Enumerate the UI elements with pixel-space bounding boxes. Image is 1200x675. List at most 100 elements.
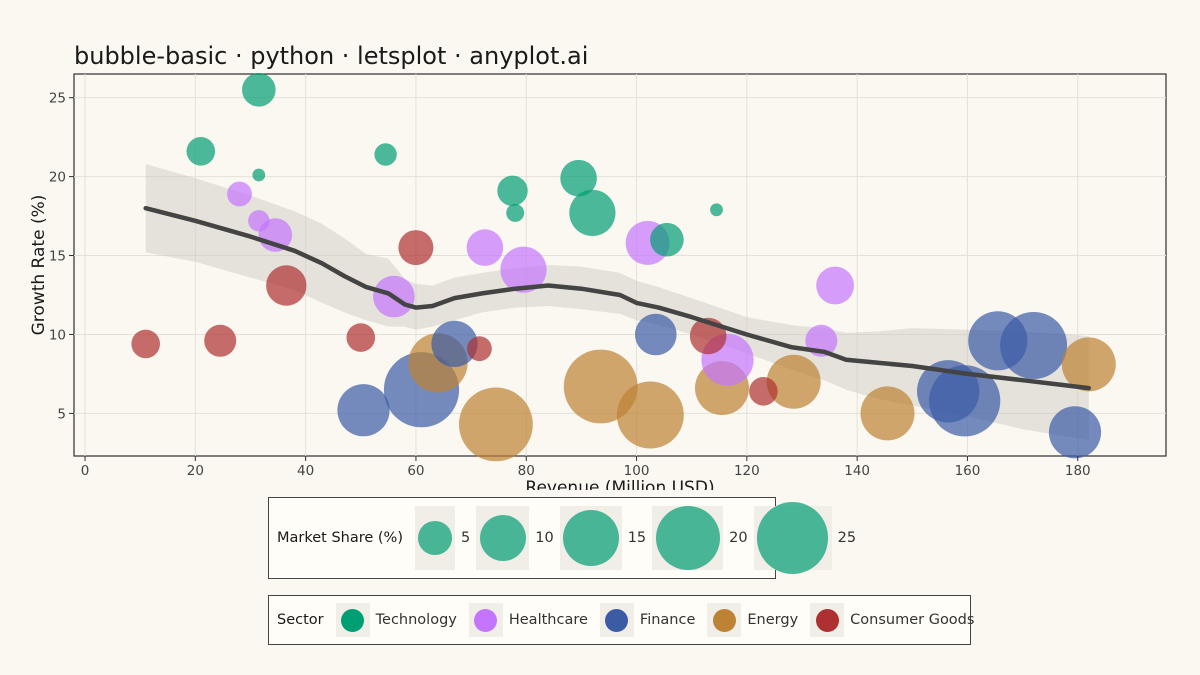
size-legend-bubble [562, 510, 619, 566]
bubble-energy [616, 381, 684, 449]
sector-legend-label: Technology [375, 612, 457, 628]
size-legend-item: 25 [753, 502, 857, 574]
bubble-healthcare [466, 229, 504, 266]
confidence-band-area [145, 164, 1089, 441]
bubble-finance [917, 360, 980, 423]
bubble-technology [497, 175, 528, 206]
size-legend-item: 20 [652, 506, 748, 571]
x-tick-label: 20 [187, 463, 204, 479]
confidence-band [145, 164, 1089, 441]
size-legend: Market Share (%) 5 10 15 20 25 [268, 497, 856, 579]
sector-legend-item: Energy [707, 603, 804, 637]
y-tick-label: 25 [49, 91, 66, 107]
bubble-finance [635, 313, 677, 356]
x-tick-label: 80 [518, 463, 535, 479]
sector-legend-key [810, 603, 845, 637]
size-legend-bubble [418, 521, 452, 555]
size-legend-key [559, 506, 622, 570]
bubble-consumer-goods [749, 377, 778, 406]
bubble-consumer-goods [346, 323, 376, 352]
sector-legend-title: Sector [277, 612, 324, 628]
trend-line-path [143, 205, 1092, 391]
bubble-finance [1048, 406, 1102, 459]
sector-legend-swatch [815, 608, 839, 632]
y-tick-label: 5 [57, 406, 66, 422]
bubble-healthcare [248, 210, 270, 232]
size-legend-items: 5 10 15 20 25 [409, 502, 857, 574]
size-legend-label: 5 [461, 530, 471, 546]
bubble-consumer-goods [204, 324, 237, 357]
size-legend-label: 20 [729, 530, 748, 546]
x-tick-label: 40 [297, 463, 314, 479]
bubble-technology [374, 143, 397, 166]
sector-legend-item: Consumer Goods [810, 603, 980, 637]
sector-legend-label: Energy [747, 612, 799, 628]
size-legend-key [652, 506, 724, 571]
sector-legend-swatch [605, 608, 629, 632]
bubble-consumer-goods [467, 336, 492, 362]
size-legend-bubble [757, 502, 829, 574]
trend-line [143, 205, 1092, 391]
x-tick-label: 0 [81, 463, 90, 479]
bubble-technology [241, 73, 276, 107]
sector-legend-key [468, 603, 503, 637]
bubble-consumer-goods [131, 329, 160, 359]
bubble-consumer-goods [266, 265, 307, 306]
bubble-healthcare [500, 246, 547, 293]
sector-legend-key [335, 603, 370, 637]
x-tick-label: 180 [1065, 463, 1091, 479]
size-legend-bubble [655, 506, 720, 571]
size-legend-item: 5 [415, 506, 470, 570]
x-tick-label: 100 [624, 463, 650, 479]
sector-legend-item: Healthcare [468, 603, 594, 637]
bubble-technology [569, 189, 616, 236]
size-legend-key [753, 502, 832, 574]
bubble-finance [431, 320, 478, 367]
x-axis-label: Revenue (Million USD) [525, 478, 714, 490]
chart-title: bubble-basic · python · letsplot · anypl… [74, 42, 588, 70]
size-legend-item: 15 [559, 506, 647, 570]
size-legend-title: Market Share (%) [277, 530, 403, 546]
bubble-technology [710, 203, 723, 217]
bubble-energy [459, 387, 533, 462]
x-tick-label: 120 [734, 463, 760, 479]
x-tick-label: 60 [407, 463, 424, 479]
sector-legend-label: Consumer Goods [850, 612, 975, 628]
y-tick-label: 10 [49, 327, 66, 343]
bubble-chart: bubble-basic · python · letsplot · anypl… [29, 42, 1167, 490]
size-legend-key [415, 506, 455, 570]
bubble-technology [650, 222, 684, 257]
bubble-layer [131, 73, 1116, 462]
size-legend-label: 25 [837, 530, 857, 546]
bubble-finance [968, 311, 1028, 371]
bubble-technology [186, 137, 216, 166]
size-legend-label: 10 [535, 530, 554, 546]
size-legend-label: 15 [627, 530, 647, 546]
bubble-healthcare [227, 181, 252, 207]
x-tick-label: 160 [955, 463, 981, 479]
sector-legend-label: Healthcare [508, 612, 588, 628]
y-tick-label: 15 [49, 249, 66, 265]
sector-legend-swatch [474, 608, 498, 632]
sector-legend-swatch [341, 608, 365, 632]
bubble-technology [506, 203, 525, 222]
bubble-energy [860, 386, 915, 441]
y-tick-label: 20 [49, 170, 66, 186]
sector-legend-item: Finance [599, 603, 701, 637]
bubble-finance [337, 384, 390, 437]
bubble-healthcare [816, 266, 854, 305]
size-legend-bubble [479, 514, 526, 562]
y-axis-label: Growth Rate (%) [29, 195, 49, 336]
bubble-energy [766, 354, 821, 409]
size-legend-key [476, 506, 530, 570]
bubble-energy [1061, 337, 1116, 392]
sector-legend: Sector Technology Healthcare Finance Energy… [268, 595, 974, 645]
sector-legend-label: Finance [639, 612, 696, 628]
bubble-technology [560, 159, 597, 197]
x-tick-label: 140 [844, 463, 870, 479]
sector-legend-item: Technology [335, 603, 463, 637]
sector-legend-key [707, 603, 742, 637]
sector-legend-swatch [712, 608, 736, 632]
sector-legend-items: Technology Healthcare Finance Energy Consume… [330, 603, 981, 637]
